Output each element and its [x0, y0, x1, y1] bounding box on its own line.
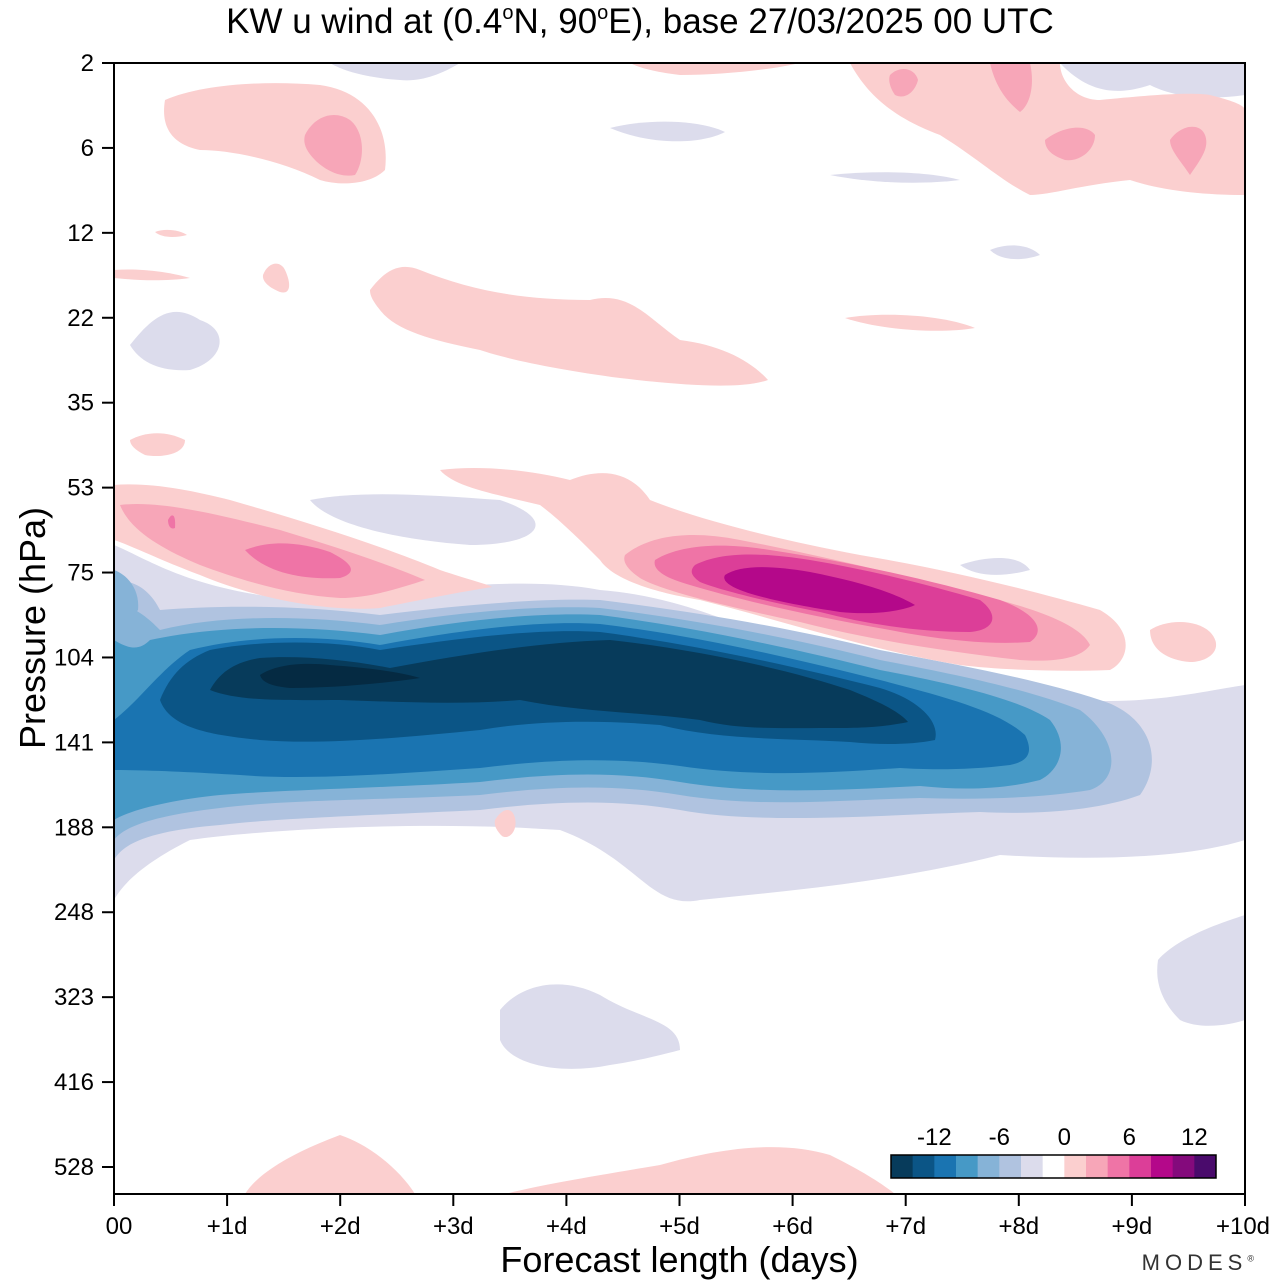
colorbar-label: 6 [1123, 1124, 1136, 1151]
contour-pos2-left2 [114, 269, 190, 281]
colorbar-frame [890, 1154, 1217, 1179]
colorbar-swatch [912, 1155, 935, 1178]
contour-pos2-left1 [130, 433, 185, 457]
contour-neg14 [210, 640, 908, 729]
x-tick-label: +5d [659, 1213, 700, 1240]
colorbar-swatch [891, 1155, 914, 1178]
x-tick-label: +9d [1112, 1213, 1153, 1240]
y-tick-label: 75 [67, 560, 94, 587]
contour-pos4-topright4 [889, 68, 918, 97]
contour-neg-left-edge [114, 570, 139, 621]
colorbar-swatch [1172, 1155, 1195, 1178]
contour-pos10-band2 [724, 567, 915, 614]
contour-neg2-f [330, 63, 460, 81]
y-tick-label: 35 [67, 390, 94, 417]
colorbar-swatch [1151, 1155, 1174, 1178]
contour-pos6-band1-dot [168, 515, 176, 529]
colorbar-label: -6 [989, 1124, 1010, 1151]
y-tick-label: 6 [81, 135, 94, 162]
y-tick-label: 416 [54, 1069, 94, 1096]
x-axis-label: Forecast length (days) [500, 1239, 859, 1280]
contour-pos2-topright [850, 63, 1245, 195]
colorbar-swatch [1021, 1155, 1044, 1178]
contour-pos2-small4 [494, 809, 516, 838]
contour-neg2-i [960, 558, 1030, 575]
contour-pos2-small [262, 263, 290, 293]
x-tick-label: 00 [106, 1213, 133, 1240]
contour-neg14-inner [260, 663, 420, 688]
contour-pos2-top [630, 63, 800, 75]
colorbar-swatch [999, 1155, 1022, 1178]
y-tick-label: 141 [54, 729, 94, 756]
y-axis-label: Pressure (hPa) [12, 506, 53, 750]
chart-title: KW u wind at (0.4oN, 90oE), base 27/03/2… [226, 2, 1054, 41]
contour-neg2-c [500, 984, 680, 1069]
contour-field [114, 63, 1245, 1194]
contour-neg2-a [130, 311, 220, 371]
colorbar-swatch [1064, 1155, 1087, 1178]
y-tick-label: 2 [81, 50, 94, 77]
x-axis: 00 +1d +2d +3d +4d +5d +6d +7d +8d +9d +10d [106, 1194, 1270, 1240]
colorbar-swatch [934, 1155, 957, 1178]
x-tick-label: +4d [546, 1213, 587, 1240]
colorbar-swatch [1107, 1155, 1130, 1178]
brand-logo: MODES® [1141, 1250, 1254, 1275]
colorbar-swatch [1194, 1155, 1217, 1178]
contour-pos6-band1 [245, 543, 351, 579]
contour-pos2-small3 [1150, 622, 1217, 662]
y-tick-label: 53 [67, 475, 94, 502]
y-tick-label: 12 [67, 220, 94, 247]
x-tick-label: +7d [885, 1213, 926, 1240]
contour-neg2-b [310, 494, 536, 545]
contour-pos2-mid [370, 266, 768, 386]
colorbar-label: 0 [1058, 1124, 1071, 1151]
x-tick-label: +2d [320, 1213, 361, 1240]
contour-neg2-g [1060, 63, 1245, 98]
contour-pos2-bottom1 [245, 1135, 415, 1194]
colorbar-swatch [956, 1155, 979, 1178]
contour-pos4-topright3 [1170, 126, 1207, 175]
contour-pos2-small2 [845, 314, 975, 331]
colorbar-label: -12 [917, 1124, 952, 1151]
contour-pos2-left3 [155, 229, 187, 237]
y-tick-label: 188 [54, 814, 94, 841]
y-tick-label: 22 [67, 305, 94, 332]
contour-pos4-topright [990, 63, 1032, 112]
colorbar-label: 12 [1181, 1124, 1208, 1151]
x-tick-label: +6d [772, 1213, 813, 1240]
colorbar-swatch [1042, 1155, 1065, 1178]
contour-neg2-d [1157, 915, 1245, 1026]
x-tick-label: +1d [207, 1213, 248, 1240]
contour-neg2-h [990, 245, 1040, 260]
contour-pos2-bottom2 [505, 1147, 895, 1194]
contour-neg2-e [610, 121, 725, 142]
contour-neg2-j [830, 172, 960, 183]
y-tick-label: 323 [54, 984, 94, 1011]
contour-pos4-ul [304, 115, 362, 176]
colorbar-swatch [977, 1155, 1000, 1178]
colorbar-swatch [1129, 1155, 1152, 1178]
contour-pos4-topright2 [1045, 127, 1095, 161]
y-axis: 2 6 12 22 35 53 75 104 141 188 248 323 416 528 [54, 50, 114, 1181]
y-tick-label: 104 [54, 644, 94, 671]
y-tick-label: 248 [54, 899, 94, 926]
x-tick-label: +3d [433, 1213, 474, 1240]
colorbar-swatch [1086, 1155, 1109, 1178]
x-tick-label: +10d [1216, 1213, 1270, 1240]
x-tick-label: +8d [998, 1213, 1039, 1240]
colorbar: -12 -6 0 6 12 [890, 1124, 1217, 1179]
y-tick-label: 528 [54, 1154, 94, 1181]
